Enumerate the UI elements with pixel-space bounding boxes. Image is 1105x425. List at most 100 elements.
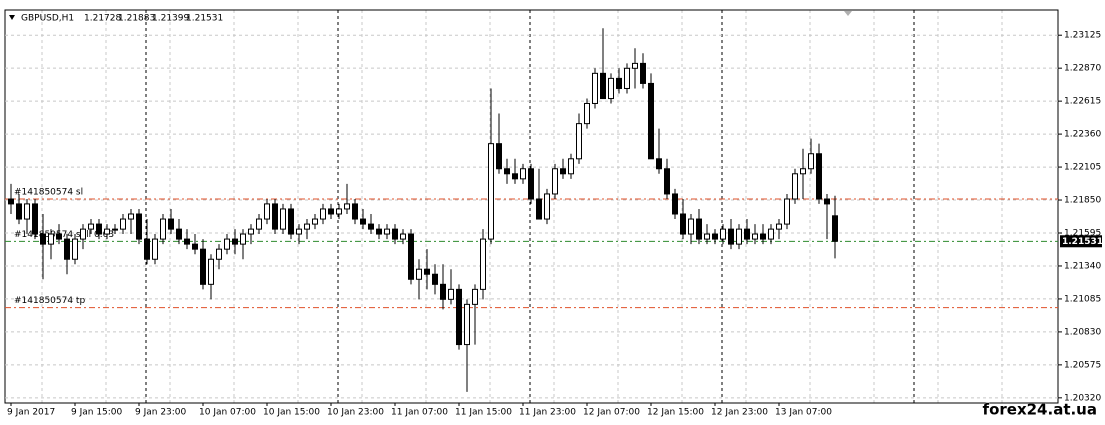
candle-body [576, 123, 582, 160]
x-tick-label: 12 Jan 23:00 [711, 408, 768, 418]
candle-body [624, 67, 630, 89]
candle-body [728, 228, 734, 245]
candle-body [512, 173, 518, 180]
candle-body [56, 233, 62, 240]
candle-body [432, 273, 438, 285]
symbol: GBPUSD,H1 [21, 14, 74, 24]
x-tick-label: 10 Jan 15:00 [263, 408, 320, 418]
candle-body [600, 72, 606, 100]
x-tick-label: 9 Jan 2017 [7, 408, 55, 418]
candle-body [352, 203, 358, 220]
candle-body [408, 233, 414, 280]
order-label: #141850574 sell 0.03 [14, 230, 114, 240]
candle-body [464, 303, 470, 346]
candle-body [312, 218, 318, 225]
header-high: 1.21883 [118, 14, 155, 24]
x-tick-label: 9 Jan 15:00 [71, 408, 123, 418]
x-tick-label: 11 Jan 07:00 [391, 408, 448, 418]
candle-body [760, 233, 766, 240]
candle-body [448, 288, 454, 300]
candle-body [328, 208, 334, 215]
candle-body [360, 218, 366, 225]
candle-body [112, 228, 118, 231]
candle-body [648, 82, 654, 160]
header-open: 1.21728 [84, 14, 121, 24]
candle-body [808, 153, 814, 170]
x-tick-label: 11 Jan 15:00 [455, 408, 512, 418]
candle-body [800, 168, 806, 175]
candle-body [584, 102, 590, 125]
candle-body [616, 77, 622, 89]
candle-body [40, 233, 46, 245]
candle-body [832, 215, 838, 242]
y-tick-label: 1.21085 [1064, 294, 1101, 304]
candle-body [32, 203, 38, 235]
y-tick-label: 1.22615 [1064, 97, 1101, 107]
candle-body [344, 203, 350, 210]
y-tick-label: 1.22870 [1064, 64, 1101, 74]
candle-body [368, 223, 374, 230]
candle-body [248, 228, 254, 235]
x-tick-label: 10 Jan 23:00 [327, 408, 384, 418]
candle-body [776, 223, 782, 230]
candle-body [552, 168, 558, 195]
header-low: 1.21399 [152, 14, 189, 24]
candle-body [768, 228, 774, 240]
x-tick-label: 10 Jan 07:00 [199, 408, 256, 418]
candle-body [400, 233, 406, 240]
candle-body [720, 228, 726, 240]
candle-body [224, 238, 230, 250]
candle-body [440, 283, 446, 300]
watermark: forex24.at.ua [983, 401, 1097, 419]
candle-body [680, 213, 686, 235]
candle-body [64, 238, 70, 260]
candle-body [632, 62, 638, 69]
x-tick-label: 12 Jan 07:00 [583, 408, 640, 418]
plot-frame [4, 9, 1059, 404]
candle-body [192, 243, 198, 250]
candle-body [136, 213, 142, 240]
x-tick-label: 9 Jan 23:00 [135, 408, 187, 418]
candle-body [296, 228, 302, 235]
candle-body [520, 168, 526, 180]
candle-body [696, 218, 702, 240]
candle-body [104, 228, 110, 235]
candle-body [640, 62, 646, 84]
candle-body [128, 213, 134, 220]
candle-body [672, 193, 678, 215]
candle-body [240, 233, 246, 245]
candle-body [120, 218, 126, 230]
candle-body [456, 288, 462, 346]
candle-body [568, 158, 574, 175]
candle-body [200, 248, 206, 285]
candle-body [376, 228, 382, 235]
candle-body [816, 153, 822, 200]
candle-body [472, 288, 478, 305]
candle-body [752, 233, 758, 240]
candle-body [792, 173, 798, 200]
x-tick-label: 12 Jan 15:00 [647, 408, 704, 418]
candle-body [144, 238, 150, 260]
y-tick-label: 1.21850 [1064, 196, 1101, 206]
candle-body [496, 143, 502, 170]
y-tick-label: 1.20320 [1064, 393, 1101, 403]
y-tick-label: 1.20575 [1064, 360, 1101, 370]
candle-body [608, 77, 614, 100]
candle-body [744, 228, 750, 240]
candle-body [392, 228, 398, 240]
candle-body [304, 223, 310, 230]
candle-body [80, 228, 86, 240]
candle-body [488, 143, 494, 240]
candle-body [184, 238, 190, 245]
candle-body [712, 233, 718, 240]
candle-body [480, 238, 486, 290]
candle-body [288, 208, 294, 235]
y-tick-label: 1.22105 [1064, 163, 1101, 173]
candle-body [656, 158, 662, 170]
candle-body [176, 228, 182, 240]
candle-body [560, 168, 566, 175]
candle-body [280, 208, 286, 230]
y-tick-label: 1.21595 [1064, 229, 1101, 239]
